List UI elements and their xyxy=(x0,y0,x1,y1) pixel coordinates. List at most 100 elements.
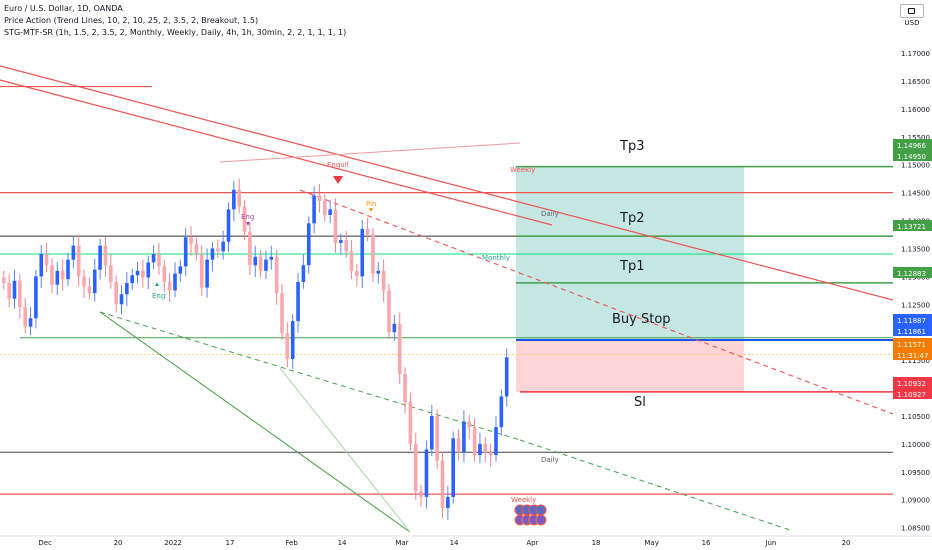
candle-body xyxy=(157,254,161,267)
price-tag xyxy=(893,267,932,278)
trendline-red-1 xyxy=(0,65,894,301)
candle-body xyxy=(462,421,466,453)
x-tick-label: Mar xyxy=(395,539,408,547)
price-tag-label: 1.10932 xyxy=(897,380,926,388)
x-tick-label: 18 xyxy=(592,539,601,547)
candle-body xyxy=(232,189,236,210)
pin-marker-icon xyxy=(369,208,373,212)
candle-body xyxy=(440,460,445,509)
candle-body xyxy=(280,293,284,334)
candle-body xyxy=(114,281,118,305)
candle-body xyxy=(125,283,129,295)
candle-body xyxy=(306,223,311,266)
candle-body xyxy=(435,415,439,461)
x-tick-label: Apr xyxy=(526,539,538,547)
price-tag-label: 1.12883 xyxy=(897,270,926,278)
currency-button[interactable]: USD xyxy=(900,4,924,27)
y-tick-label: 1.17000 xyxy=(901,50,930,58)
candle-body xyxy=(499,396,504,428)
candle-body xyxy=(66,259,70,280)
x-tick-label: 14 xyxy=(338,539,347,547)
candle-body xyxy=(397,323,402,375)
candle-body xyxy=(430,415,434,450)
candle-body xyxy=(419,491,423,497)
annotation-eng: Eng xyxy=(152,292,165,300)
candle-body xyxy=(2,277,6,284)
level-label-tp1: Tp1 xyxy=(619,259,644,274)
candle-body xyxy=(119,294,124,305)
candle-body xyxy=(403,374,407,402)
candle-body xyxy=(504,357,509,397)
lock-icon xyxy=(908,8,915,14)
candle-body xyxy=(360,228,365,277)
price-tag xyxy=(893,220,932,231)
candle-body xyxy=(39,254,44,277)
candle-body xyxy=(44,254,49,266)
candle-body xyxy=(451,438,455,497)
candle-body xyxy=(55,270,60,285)
price-tag-label: 1.11887 xyxy=(897,317,926,325)
candle-body xyxy=(488,452,493,456)
y-tick-label: 1.08500 xyxy=(901,525,930,533)
trendline-pink xyxy=(219,142,521,163)
eng-down-marker-icon xyxy=(246,222,250,226)
candle-body xyxy=(333,209,338,243)
candle-body xyxy=(258,256,263,271)
price-tag xyxy=(893,349,932,360)
y-tick-label: 1.10500 xyxy=(901,413,930,421)
candle-body xyxy=(483,443,488,453)
candle-body xyxy=(173,273,177,291)
y-tick-label: 1.10000 xyxy=(901,441,930,449)
candle-body xyxy=(23,307,27,327)
price-tag-label: 1.10927 xyxy=(897,391,926,399)
trendline-red-dashed xyxy=(299,189,894,415)
price-tag-label: 1.11861 xyxy=(897,328,926,336)
x-tick-label: 17 xyxy=(226,539,235,547)
candle-body xyxy=(103,245,108,266)
candle-body xyxy=(199,254,204,288)
candle-body xyxy=(98,245,102,270)
candle-body xyxy=(365,228,370,235)
candle-body xyxy=(381,270,386,291)
indicator-mtf-sr-legend[interactable]: STG-MTF-SR (1h, 1.5, 2, 3.5, 2, Monthly,… xyxy=(4,28,347,37)
candle-body xyxy=(424,449,429,497)
candle-body xyxy=(285,333,290,360)
x-tick-label: 16 xyxy=(702,539,711,547)
candle-body xyxy=(146,262,151,278)
candle-body xyxy=(7,283,11,299)
x-tick-label: Feb xyxy=(285,539,298,547)
level-label-buy-stop: Buy Stop xyxy=(612,312,671,327)
candle-body xyxy=(141,270,145,278)
y-tick-label: 1.16500 xyxy=(901,78,930,86)
candle-body xyxy=(216,248,220,252)
x-tick-label: Dec xyxy=(38,539,52,547)
candle-body xyxy=(237,189,241,207)
annotation-daily: Daily xyxy=(541,210,559,218)
annotation-weekly: Weekly xyxy=(510,166,535,174)
candle-body xyxy=(12,280,17,299)
target-zone xyxy=(516,166,744,340)
candle-body xyxy=(446,496,450,509)
price-tag-label: 1.14966 xyxy=(897,142,926,150)
y-tick-label: 1.14500 xyxy=(901,190,930,198)
annotation-pin: Pin xyxy=(366,200,376,208)
candle-body xyxy=(323,201,327,215)
candle-body xyxy=(274,256,279,294)
price-tag-label: 1.11571 xyxy=(897,341,926,349)
price-tag-label: 1.14950 xyxy=(897,153,926,161)
candle-body xyxy=(269,256,274,260)
candle-body xyxy=(189,237,193,244)
candle-body xyxy=(242,206,247,232)
x-tick-label: 20 xyxy=(842,539,851,547)
trendline-green-dashed xyxy=(99,311,521,441)
annotation-daily: Daily xyxy=(541,456,559,464)
indicator-price-action-legend[interactable]: Price Action (Trend Lines, 10, 2, 10, 25… xyxy=(4,16,259,25)
candle-body xyxy=(413,443,418,492)
price-tag xyxy=(893,150,932,161)
candle-body xyxy=(76,245,81,277)
candle-body xyxy=(71,245,76,260)
price-tag xyxy=(893,139,932,150)
candle-body xyxy=(210,248,215,260)
